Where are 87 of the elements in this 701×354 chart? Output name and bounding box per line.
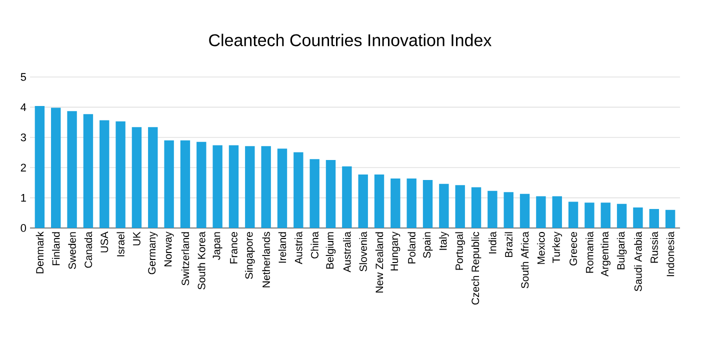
x-tick-label: Norway xyxy=(164,232,174,266)
bar xyxy=(294,152,304,228)
x-tick-label: Portugal xyxy=(455,232,465,270)
bar xyxy=(196,142,206,228)
x-tick-label: Germany xyxy=(148,232,158,274)
x-tick-label: Italy xyxy=(439,232,449,250)
bar xyxy=(100,120,110,228)
y-tick-label: 0 xyxy=(20,224,26,232)
y-tick-label: 4 xyxy=(20,103,26,111)
x-tick-label: France xyxy=(230,232,238,264)
bar xyxy=(261,146,271,228)
bar xyxy=(665,210,676,228)
x-tick-label: Indonesia xyxy=(666,232,674,276)
x-tick-label: Slovenia xyxy=(359,232,367,272)
bar xyxy=(536,196,546,228)
bar xyxy=(439,184,449,228)
bar xyxy=(649,208,659,228)
x-tick-label: UK xyxy=(133,232,140,246)
bar xyxy=(552,196,562,228)
bar xyxy=(406,178,416,228)
x-tick-label: India xyxy=(488,232,496,254)
x-tick-label: Russia xyxy=(650,232,658,263)
x-tick-label: Spain xyxy=(422,232,433,258)
bar xyxy=(520,194,530,228)
x-tick-label: Czech Republic xyxy=(471,232,482,305)
x-tick-label: Mexico xyxy=(537,232,545,264)
bar xyxy=(600,202,610,228)
bar xyxy=(422,180,433,228)
bar xyxy=(358,174,368,228)
bar xyxy=(34,106,45,228)
x-tick-label: Belgium xyxy=(326,232,336,269)
bar xyxy=(633,207,643,228)
bar xyxy=(390,178,400,228)
chart-title: Cleantech Countries Innovation Index xyxy=(209,34,492,46)
x-tick-label: Netherlands xyxy=(262,232,270,288)
x-tick-label: South Africa xyxy=(520,232,529,288)
x-tick-label: Romania xyxy=(586,232,594,273)
x-tick-label: Austria xyxy=(294,232,302,264)
bar xyxy=(488,190,498,228)
x-tick-label: Finland xyxy=(52,232,60,266)
bar xyxy=(212,145,222,228)
x-tick-label: Saudi Arabia xyxy=(634,232,642,292)
x-tick-label: Greece xyxy=(570,232,578,266)
bar xyxy=(584,202,594,228)
bar xyxy=(471,187,482,228)
bar xyxy=(455,185,465,228)
x-tick-label: China xyxy=(310,232,318,258)
bar xyxy=(374,174,384,228)
bar xyxy=(245,146,255,228)
bar xyxy=(568,202,578,228)
x-tick-label: Denmark xyxy=(36,232,44,274)
y-tick-label: 2 xyxy=(20,164,26,172)
bar xyxy=(51,108,61,228)
x-tick-label: Bulgaria xyxy=(616,232,627,270)
x-tick-label: Sweden xyxy=(68,232,76,270)
bar xyxy=(180,140,190,228)
bar xyxy=(83,114,94,228)
bar xyxy=(326,160,336,228)
x-tick-label: Brazil xyxy=(504,232,512,257)
bar xyxy=(148,127,158,228)
bar xyxy=(228,145,239,228)
x-tick-label: Singapore xyxy=(245,232,255,279)
y-tick-label: 5 xyxy=(20,73,26,81)
bar xyxy=(132,127,142,228)
bar xyxy=(504,192,514,228)
x-tick-label: Turkey xyxy=(552,232,562,263)
x-tick-label: Argentina xyxy=(600,232,611,276)
bar xyxy=(277,148,288,228)
x-tick-label: Switzerland xyxy=(181,232,190,286)
bar xyxy=(342,166,352,228)
x-tick-label: Poland xyxy=(408,232,416,264)
x-tick-label: Canada xyxy=(84,232,92,268)
y-tick-label: 3 xyxy=(20,134,26,142)
bar xyxy=(164,140,174,228)
x-tick-label: South Korea xyxy=(198,232,206,290)
x-tick-label: Australia xyxy=(343,232,351,272)
bar xyxy=(310,159,320,228)
x-tick-label: Ireland xyxy=(278,232,286,263)
bar xyxy=(116,121,126,228)
x-tick-label: Japan xyxy=(212,232,222,260)
bar xyxy=(67,111,77,228)
x-tick-label: USA xyxy=(100,232,108,252)
y-tick-label: 1 xyxy=(21,194,26,202)
x-tick-label: New Zealand xyxy=(375,232,384,293)
x-tick-label: Hungary xyxy=(390,232,400,270)
bar xyxy=(616,204,627,228)
x-tick-label: Israel xyxy=(116,232,124,256)
